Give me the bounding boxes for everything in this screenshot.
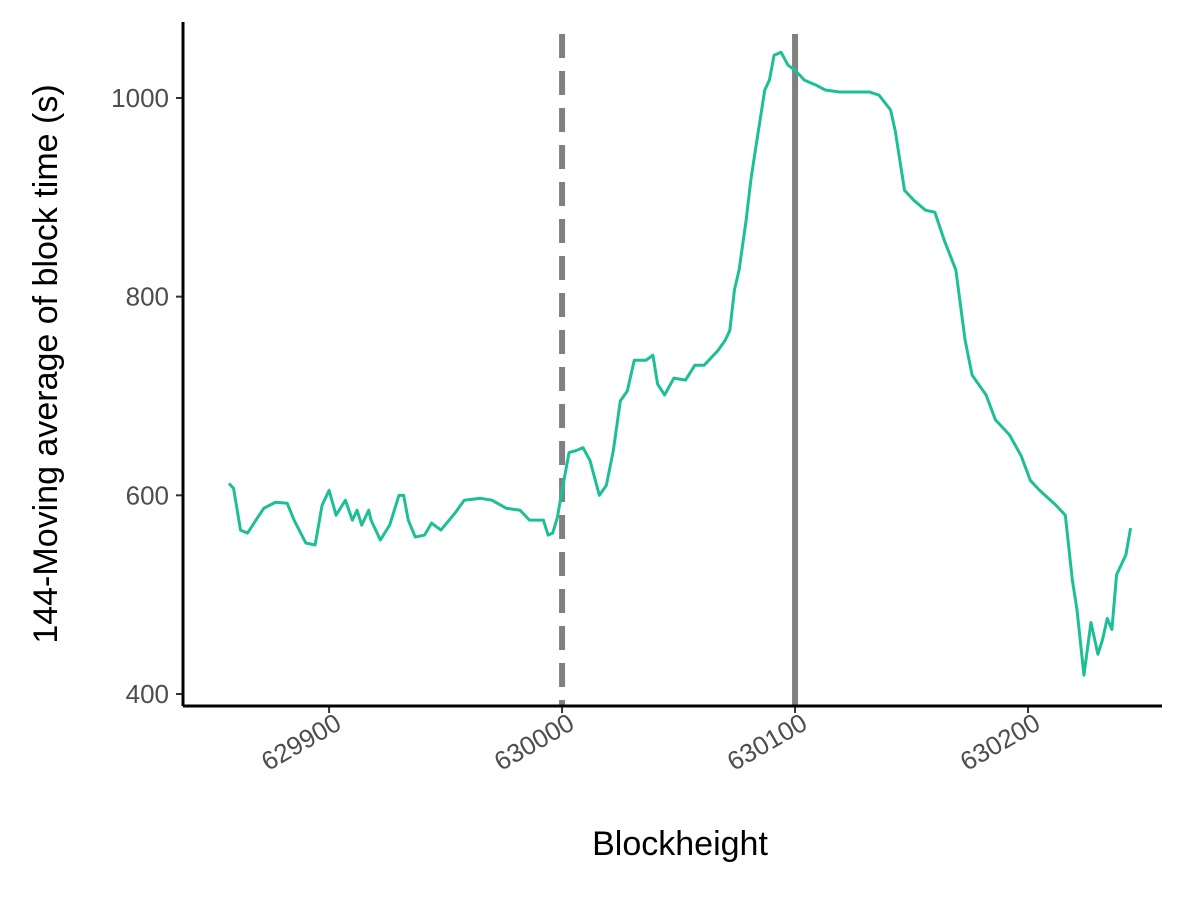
x-axis-title: Blockheight (592, 825, 768, 863)
x-tick-label: 630100 (722, 707, 812, 776)
x-tick-label: 630000 (489, 707, 579, 776)
y-axis-title: 144-Moving average of block time (s) (27, 84, 65, 643)
data-line (227, 50, 1133, 677)
y-tick-label: 400 (126, 679, 169, 709)
y-tick-label: 600 (126, 480, 169, 510)
x-tick-label: 630200 (955, 707, 1045, 776)
y-tick-label: 1000 (111, 83, 169, 113)
x-tick-label: 629900 (256, 707, 346, 776)
y-tick-label: 800 (126, 282, 169, 312)
